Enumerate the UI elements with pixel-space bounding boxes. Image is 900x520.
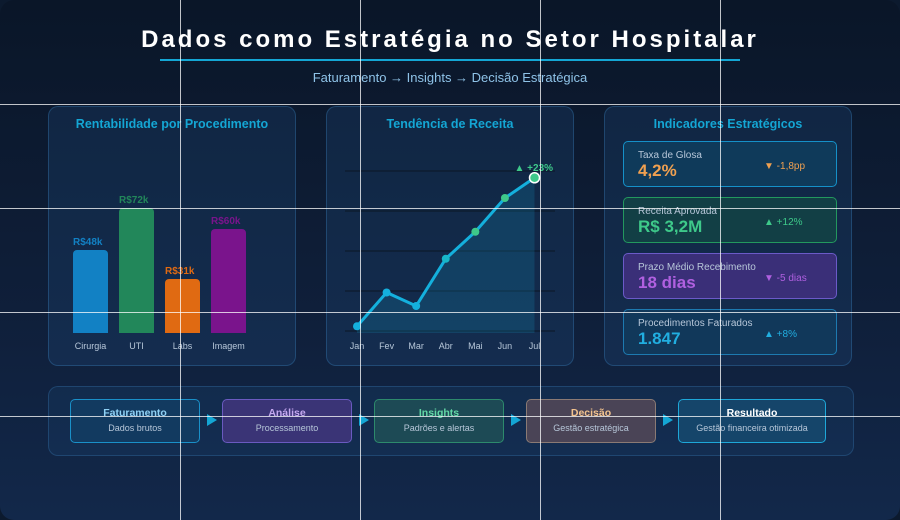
flow-step-desc: Padrões e alertas bbox=[403, 423, 475, 433]
guide-line bbox=[180, 0, 181, 520]
guide-line bbox=[0, 208, 900, 209]
line-x-tick-label: Mai bbox=[468, 341, 483, 351]
kpi-value: 1.847 bbox=[638, 329, 681, 348]
line-chart: Jan Fev Mar Abr Mai Jun Jul ▲ +23% bbox=[345, 163, 555, 351]
line-point-jun bbox=[500, 194, 509, 202]
kpi-card-glosa: Taxa de Glosa 4,2% ▼ -1,8pp bbox=[623, 141, 837, 187]
flow-arrow-icon bbox=[207, 414, 217, 426]
kpi-value: R$ 3,2M bbox=[638, 217, 703, 236]
bar-category-label: Cirurgia bbox=[74, 341, 107, 351]
bar-imagem bbox=[211, 229, 246, 333]
kpi-delta: ▼ -1,8pp bbox=[764, 161, 806, 172]
bar-panel-title: Rentabilidade por Procedimento bbox=[75, 117, 269, 131]
flow-step-resultado: Resultado Gestão financeira otimizada bbox=[678, 399, 826, 443]
kpi-delta: ▲ +12% bbox=[764, 217, 803, 228]
bar-labs bbox=[165, 279, 200, 333]
flow-step-insights: Insights Padrões e alertas bbox=[374, 399, 504, 443]
line-point-fev bbox=[382, 288, 391, 297]
bar-category-label: Imagem bbox=[212, 341, 245, 351]
flow-step-desc: Gestão financeira otimizada bbox=[696, 423, 808, 433]
guide-line bbox=[0, 416, 900, 417]
line-panel-title: Tendência de Receita bbox=[386, 117, 514, 131]
flow-step-title: Insights bbox=[418, 407, 460, 419]
kpi-label: Receita Aprovada bbox=[638, 206, 717, 217]
guide-line bbox=[540, 0, 541, 520]
bar-category-label: Labs bbox=[172, 341, 193, 351]
bar-value-label: R$72k bbox=[119, 195, 149, 207]
kpi-card-procedimentos: Procedimentos Faturados 1.847 ▲ +8% bbox=[623, 309, 837, 355]
flow-step-analise: Análise Processamento bbox=[222, 399, 352, 443]
guide-line bbox=[0, 312, 900, 313]
bar-uti bbox=[119, 208, 154, 333]
bar-value-label: R$48k bbox=[73, 236, 103, 248]
bar-value-label: R$31k bbox=[165, 266, 194, 277]
process-flow: Faturamento Dados brutos Análise Process… bbox=[48, 386, 854, 456]
flow-step-desc: Gestão estratégica bbox=[553, 423, 629, 433]
page-title: Dados como Estratégia no Setor Hospitala… bbox=[141, 26, 759, 53]
line-x-tick-label: Jan bbox=[350, 341, 365, 351]
kpi-value: 4,2% bbox=[638, 161, 677, 180]
line-point-jan bbox=[353, 322, 361, 331]
kpi-card-prazo: Prazo Médio Recebimento 18 dias ▼ -5 dia… bbox=[623, 253, 837, 299]
guide-line bbox=[360, 0, 361, 520]
kpi-label: Prazo Médio Recebimento bbox=[638, 262, 756, 273]
bar-cirurgia bbox=[73, 249, 108, 333]
kpi-label: Taxa de Glosa bbox=[638, 150, 702, 161]
kpi-delta: ▼ -5 dias bbox=[764, 273, 807, 284]
line-x-tick-label: Fev bbox=[379, 341, 395, 351]
bar-panel: Rentabilidade por Procedimento R$48k Ciru… bbox=[48, 106, 296, 366]
kpi-delta: ▲ +8% bbox=[764, 329, 797, 340]
kpi-panel-title: Indicadores Estratégicos bbox=[653, 117, 803, 131]
flow-step-desc: Processamento bbox=[255, 423, 319, 433]
flow-arrow-icon bbox=[663, 414, 673, 426]
line-point-jul bbox=[528, 172, 541, 184]
guide-line bbox=[720, 0, 721, 520]
flow-step-title: Resultado bbox=[726, 407, 778, 419]
bar-value-label: R$60k bbox=[211, 216, 241, 227]
line-x-tick-label: Jun bbox=[498, 341, 513, 351]
line-point-mar bbox=[412, 302, 421, 310]
line-point-mai bbox=[471, 227, 480, 236]
flow-arrow-icon bbox=[359, 414, 369, 426]
bar-category-label: UTI bbox=[129, 341, 144, 351]
kpi-panel: Indicadores Estratégicos Taxa de Glosa 4… bbox=[604, 106, 852, 366]
line-point-abr bbox=[441, 254, 450, 263]
page-subtitle: Faturamento → Insights → Decisão Estraté… bbox=[312, 70, 588, 85]
flow-step-decisao: Decisão Gestão estratégica bbox=[526, 399, 656, 443]
line-x-tick-label: Mar bbox=[408, 341, 424, 351]
flow-step-desc: Dados brutos bbox=[108, 423, 162, 433]
flow-step-title: Decisão bbox=[570, 407, 612, 419]
title-underline bbox=[160, 59, 740, 61]
guide-line bbox=[0, 104, 900, 105]
kpi-card-receita: Receita Aprovada R$ 3,2M ▲ +12% bbox=[623, 197, 837, 243]
flow-arrow-icon bbox=[511, 414, 521, 426]
line-x-tick-label: Jul bbox=[529, 341, 541, 351]
growth-annotation: ▲ +23% bbox=[515, 163, 554, 174]
kpi-value: 18 dias bbox=[638, 273, 696, 292]
line-panel: Tendência de Receita Jan Fev Mar Abr Mai Jun J… bbox=[326, 106, 574, 366]
flow-step-title: Análise bbox=[268, 407, 306, 419]
kpi-label: Procedimentos Faturados bbox=[638, 318, 753, 329]
line-x-tick-label: Abr bbox=[439, 341, 453, 351]
